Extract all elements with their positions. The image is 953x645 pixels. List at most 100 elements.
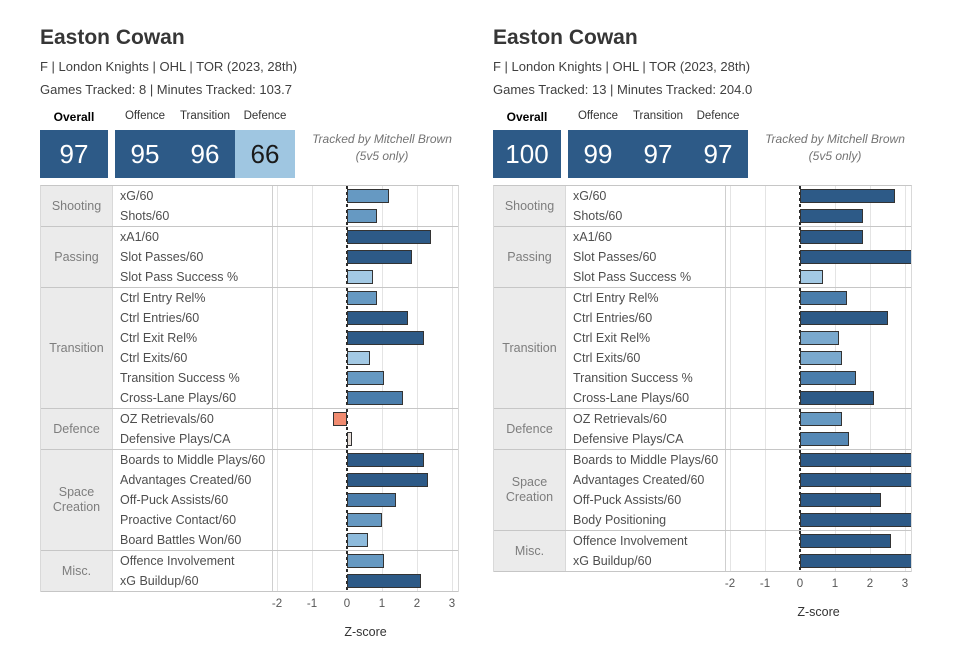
z-score-bar-cross-lane-plays-60[interactable] (800, 391, 874, 405)
z-score-bar-slot-pass-success[interactable] (800, 270, 823, 284)
gridline (730, 186, 731, 226)
x-tick--1: -1 (306, 598, 318, 610)
z-score-bar-xa1-60[interactable] (347, 230, 431, 244)
x-tick-1: 1 (831, 578, 839, 590)
z-score-bar-transition-success[interactable] (347, 371, 384, 385)
gridline (277, 227, 278, 287)
z-score-bar-defensive-plays-ca[interactable] (800, 432, 849, 446)
z-score-bar-defensive-plays-ca[interactable] (347, 432, 353, 446)
z-score-bar-xg-60[interactable] (347, 189, 389, 203)
z-score-bar-slot-passes-60[interactable] (347, 250, 412, 264)
z-score-bar-ctrl-exit-rel[interactable] (347, 331, 424, 345)
metric-group-passing: Passing xA1/60 Slot Passes/60 Slot Pass Suc… (41, 227, 458, 288)
gridline (765, 186, 766, 226)
z-score-bar-cross-lane-plays-60[interactable] (347, 391, 403, 405)
gridline (870, 450, 871, 530)
gridline (277, 409, 278, 449)
bar-cell (726, 531, 911, 571)
z-score-bar-xg-60[interactable] (800, 189, 895, 203)
z-score-bar-board-battles-won-60[interactable] (347, 533, 368, 547)
tracker-credit-line1: Tracked by Mitchell Brown (312, 132, 452, 146)
z-score-bar-ctrl-entries-60[interactable] (347, 311, 409, 325)
score-box-offence[interactable]: 99 (568, 130, 628, 178)
zero-baseline (799, 288, 801, 408)
gridline (417, 186, 418, 226)
metric-label-ctrl-exit-rel: Ctrl Exit Rel% (120, 331, 198, 345)
z-score-bar-boards-to-middle-plays-60[interactable] (800, 453, 911, 467)
z-score-bar-body-positioning[interactable] (800, 513, 911, 527)
z-score-bar-ctrl-exit-rel[interactable] (800, 331, 839, 345)
gridline (382, 551, 383, 591)
overall-score-box[interactable]: 97 (40, 130, 108, 178)
sub-score-boxes: 99 97 97 (568, 130, 748, 178)
z-score-bar-ctrl-exits-60[interactable] (800, 351, 842, 365)
metric-label-ctrl-entries-60: Ctrl Entries/60 (573, 311, 653, 325)
z-score-bar-off-puck-assists-60[interactable] (800, 493, 881, 507)
gridline (312, 409, 313, 449)
z-score-bar-ctrl-entries-60[interactable] (800, 311, 888, 325)
score-box-defence[interactable]: 97 (688, 130, 748, 178)
gridline (312, 227, 313, 287)
metric-group-misc: Misc. Offence Involvement xG Buildup/60 (494, 531, 911, 572)
group-label: Transition (41, 288, 113, 408)
metric-labels: xA1/60 Slot Passes/60 Slot Pass Success % (113, 227, 273, 287)
metric-group-space-creation: Space Creation Boards to Middle Plays/60 A… (494, 450, 911, 531)
metric-label-offence-involvement: Offence Involvement (573, 534, 688, 548)
gridline (730, 531, 731, 571)
gridline (730, 409, 731, 449)
tracker-credit-line2: (5v5 only) (355, 149, 409, 163)
z-score-bar-xg-buildup-60[interactable] (347, 574, 421, 588)
gridline (905, 288, 906, 408)
z-score-bar-ctrl-entry-rel[interactable] (800, 291, 848, 305)
x-tick-2: 2 (866, 578, 874, 590)
score-box-transition[interactable]: 97 (628, 130, 688, 178)
gridline (870, 288, 871, 408)
z-score-bar-ctrl-exits-60[interactable] (347, 351, 370, 365)
score-box-defence[interactable]: 66 (235, 130, 295, 178)
z-score-bar-off-puck-assists-60[interactable] (347, 493, 396, 507)
metric-label-oz-retrievals-60: OZ Retrievals/60 (573, 412, 667, 426)
metric-label-xg-60: xG/60 (120, 189, 154, 203)
metric-label-slot-pass-success: Slot Pass Success % (120, 270, 239, 284)
score-box-transition[interactable]: 96 (175, 130, 235, 178)
z-score-bar-slot-pass-success[interactable] (347, 270, 374, 284)
z-score-bar-proactive-contact-60[interactable] (347, 513, 382, 527)
x-tick--2: -2 (724, 578, 736, 590)
z-score-bar-offence-involvement[interactable] (347, 554, 384, 568)
z-score-bar-offence-involvement[interactable] (800, 534, 891, 548)
group-label: Space Creation (41, 450, 113, 550)
z-score-bar-ctrl-entry-rel[interactable] (347, 291, 377, 305)
z-score-bar-shots-60[interactable] (347, 209, 377, 223)
metric-label-cross-lane-plays-60: Cross-Lane Plays/60 (120, 391, 237, 405)
metric-label-ctrl-exit-rel: Ctrl Exit Rel% (573, 331, 651, 345)
metric-label-advantages-created-60: Advantages Created/60 (120, 473, 252, 487)
z-score-bar-transition-success[interactable] (800, 371, 856, 385)
gridline (452, 186, 453, 226)
metric-labels: Offence Involvement xG Buildup/60 (113, 551, 273, 591)
z-score-bar-oz-retrievals-60[interactable] (333, 412, 347, 426)
gridline (417, 450, 418, 550)
z-score-bar-xg-buildup-60[interactable] (800, 554, 911, 568)
group-label: Shooting (41, 186, 113, 226)
x-axis-title: Z-score (797, 605, 840, 619)
gridline (765, 409, 766, 449)
player-card-left: Easton Cowan F | London Knights | OHL | … (40, 25, 465, 639)
gridline (765, 227, 766, 287)
z-score-bar-oz-retrievals-60[interactable] (800, 412, 842, 426)
zero-baseline (799, 450, 801, 530)
z-score-bar-boards-to-middle-plays-60[interactable] (347, 453, 424, 467)
overall-score-box[interactable]: 100 (493, 130, 561, 178)
z-score-bar-xa1-60[interactable] (800, 230, 863, 244)
score-labels: Overall Offence Transition Defence (493, 110, 918, 126)
group-label: Shooting (494, 186, 566, 226)
z-score-bar-shots-60[interactable] (800, 209, 863, 223)
z-score-bar-advantages-created-60[interactable] (347, 473, 428, 487)
tracker-credit-line1: Tracked by Mitchell Brown (765, 132, 905, 146)
z-score-bar-advantages-created-60[interactable] (800, 473, 911, 487)
gridline (452, 227, 453, 287)
player-card-right: Easton Cowan F | London Knights | OHL | … (493, 25, 918, 619)
gridline (730, 288, 731, 408)
z-score-bar-slot-passes-60[interactable] (800, 250, 911, 264)
bar-cell (726, 450, 911, 530)
score-box-offence[interactable]: 95 (115, 130, 175, 178)
